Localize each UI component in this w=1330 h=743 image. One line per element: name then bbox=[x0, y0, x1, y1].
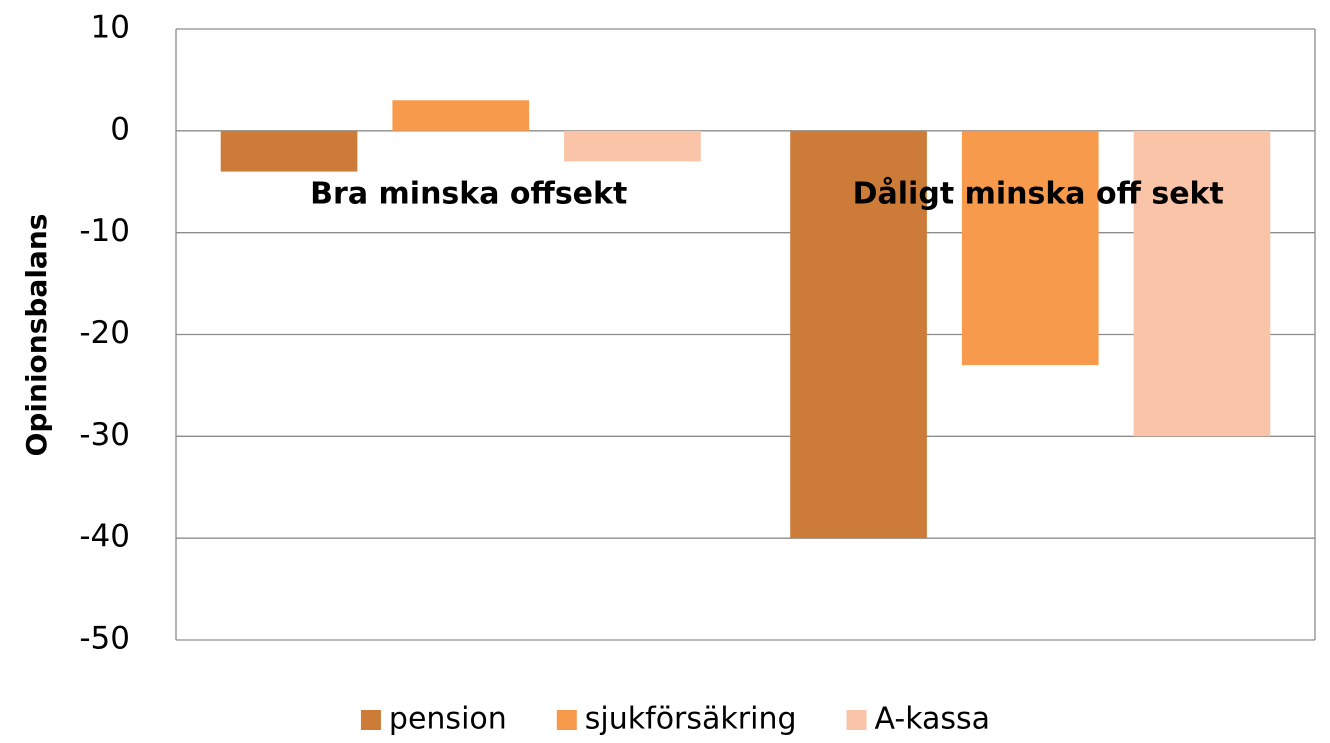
bar bbox=[961, 130, 1099, 366]
bar bbox=[220, 130, 358, 172]
bar bbox=[392, 100, 530, 131]
legend-item: sjukförsäkring bbox=[556, 702, 797, 737]
y-tick-label: -40 bbox=[79, 519, 130, 555]
y-tick-label: -10 bbox=[79, 213, 130, 249]
legend-label: A-kassa bbox=[875, 702, 991, 737]
bar bbox=[1133, 130, 1271, 437]
y-tick-label: 0 bbox=[110, 111, 130, 147]
legend-label: pension bbox=[389, 702, 507, 737]
bar bbox=[790, 130, 927, 539]
y-tick-label: 10 bbox=[91, 10, 130, 46]
legend-item: pension bbox=[360, 702, 507, 737]
legend-item: A-kassa bbox=[846, 702, 991, 737]
y-tick-label: -30 bbox=[79, 417, 130, 453]
y-axis-title: Opinionsbalans bbox=[20, 214, 53, 457]
legend-swatch bbox=[556, 710, 577, 730]
y-tick-label: -50 bbox=[79, 621, 130, 657]
bar bbox=[564, 130, 701, 162]
y-tick-label: -20 bbox=[79, 315, 130, 351]
legend-label: sjukförsäkring bbox=[585, 702, 797, 737]
category-label: Dåligt minska off sekt bbox=[853, 176, 1224, 212]
legend-swatch bbox=[360, 710, 381, 730]
legend-swatch bbox=[846, 710, 867, 730]
category-label: Bra minska offsekt bbox=[310, 177, 627, 212]
